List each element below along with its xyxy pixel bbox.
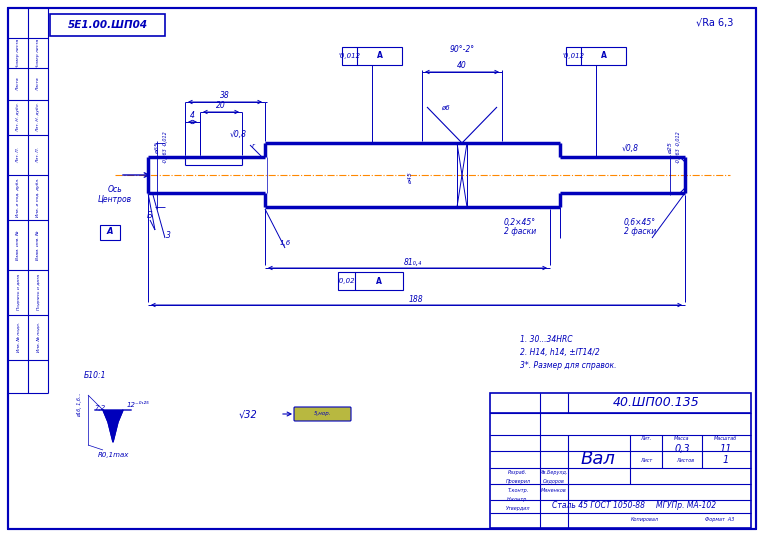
Text: -0,012: -0,012 <box>675 130 680 146</box>
Text: 20: 20 <box>216 101 226 111</box>
Text: A: A <box>600 52 607 61</box>
Text: 5,нор.: 5,нор. <box>314 411 331 417</box>
Text: Вал: Вал <box>581 450 616 468</box>
Text: Листа: Листа <box>16 77 20 91</box>
Bar <box>342 47 402 65</box>
Bar <box>338 272 403 290</box>
Text: Лист: Лист <box>640 458 652 462</box>
Text: Лит. Н. дубл.: Лит. Н. дубл. <box>16 103 20 133</box>
Text: A: A <box>376 277 382 286</box>
Text: МГУПр. МА-102: МГУПр. МА-102 <box>656 502 716 511</box>
Text: 38: 38 <box>220 91 230 100</box>
Text: Н.контр.: Н.контр. <box>507 497 529 502</box>
Text: r: r <box>251 143 255 149</box>
Bar <box>490 393 751 528</box>
Text: Ось: Ось <box>107 185 123 194</box>
Text: -0,063: -0,063 <box>675 147 680 163</box>
Text: Подпись и дата: Подпись и дата <box>16 274 20 310</box>
Text: Б10:1: Б10:1 <box>84 371 106 380</box>
Text: Лит. Н. дубл.: Лит. Н. дубл. <box>36 103 40 133</box>
Text: √32: √32 <box>239 410 258 420</box>
Text: 2 фаски: 2 фаски <box>624 228 656 236</box>
Text: Сталь 45 ГОСТ 1050-88: Сталь 45 ГОСТ 1050-88 <box>552 502 645 511</box>
Text: 2. H14, h14, ±IT14/2: 2. H14, h14, ±IT14/2 <box>520 349 600 358</box>
Text: ø25: ø25 <box>668 142 673 154</box>
Text: 2 фаски: 2 фаски <box>504 228 536 236</box>
Text: √0,8: √0,8 <box>622 144 639 154</box>
Text: 0,6×45°: 0,6×45° <box>624 217 656 227</box>
Text: -0,063: -0,063 <box>162 147 168 163</box>
Text: 4: 4 <box>190 112 194 120</box>
Text: Лит.: Лит. <box>640 436 652 440</box>
Text: 40.ШП00.135: 40.ШП00.135 <box>613 396 700 410</box>
Text: 0,2×45°: 0,2×45° <box>504 217 536 227</box>
Text: Листа: Листа <box>36 77 40 91</box>
Bar <box>566 47 626 65</box>
Text: 1: 1 <box>723 455 729 465</box>
Text: Утвердил: Утвердил <box>506 506 530 511</box>
Text: ø6: ø6 <box>440 105 450 111</box>
Text: Б: Б <box>147 211 153 220</box>
Text: 3*. Размер для справок.: 3*. Размер для справок. <box>520 361 616 371</box>
Text: Листов: Листов <box>676 458 694 462</box>
Text: Инв. и под. дубл.: Инв. и под. дубл. <box>36 178 40 217</box>
Bar <box>50 14 165 36</box>
Text: 0,3: 0,3 <box>674 444 690 454</box>
Text: Взам. инв. №: Взам. инв. № <box>36 230 40 260</box>
Text: Лит. П.: Лит. П. <box>16 147 20 163</box>
Text: Подпись и дата: Подпись и дата <box>36 274 40 310</box>
Text: Центров: Центров <box>98 195 132 205</box>
Text: Разраб.: Разраб. <box>508 470 527 475</box>
Text: Сидоров: Сидоров <box>543 479 565 484</box>
Text: Масштаб: Масштаб <box>715 436 738 440</box>
Text: '0,012: '0,012 <box>338 53 360 59</box>
Text: Инв. и под. дубл.: Инв. и под. дубл. <box>16 178 20 217</box>
Text: ø16, 1,6...: ø16, 1,6... <box>78 393 82 417</box>
Text: 81₀,₄: 81₀,₄ <box>404 258 422 266</box>
Text: Лит. П.: Лит. П. <box>36 147 40 163</box>
Text: 90°-2°: 90°-2° <box>450 46 475 54</box>
Text: 3: 3 <box>165 230 171 240</box>
Text: '0,02: '0,02 <box>338 278 355 284</box>
Text: Номер листа: Номер листа <box>36 39 40 68</box>
Text: Инв. № подл.: Инв. № подл. <box>16 323 20 352</box>
Text: √0,8: √0,8 <box>229 130 246 140</box>
Text: 5Е1.00.ШП04: 5Е1.00.ШП04 <box>68 20 148 30</box>
Text: 11: 11 <box>720 444 732 454</box>
Text: A: A <box>376 52 383 61</box>
Text: √Ra 6,3: √Ra 6,3 <box>696 18 734 28</box>
Text: Инв. № подл.: Инв. № подл. <box>36 323 40 352</box>
Text: ø65: ø65 <box>155 142 159 154</box>
Text: -0,012: -0,012 <box>162 130 168 146</box>
Text: Миненков: Миненков <box>541 488 567 493</box>
Text: Проверил: Проверил <box>505 479 530 484</box>
Text: 188: 188 <box>408 294 424 303</box>
Text: 40: 40 <box>457 62 467 70</box>
Text: Формат  А3: Формат А3 <box>706 517 735 521</box>
Text: Копировал: Копировал <box>631 517 659 521</box>
Text: Т.контр.: Т.контр. <box>507 488 529 493</box>
Polygon shape <box>103 410 123 442</box>
Text: A: A <box>107 228 114 236</box>
Text: R0,1max: R0,1max <box>98 452 129 458</box>
Text: ø45: ø45 <box>408 172 412 184</box>
FancyBboxPatch shape <box>294 407 351 421</box>
Text: '0,012: '0,012 <box>562 53 584 59</box>
Text: Ив.Берулд.: Ив.Берулд. <box>539 470 568 475</box>
Text: 1,6: 1,6 <box>280 240 290 246</box>
Text: 1. 30...34HRC: 1. 30...34HRC <box>520 336 572 345</box>
Bar <box>100 225 120 240</box>
Text: Масса: Масса <box>674 436 690 440</box>
Text: 7,2: 7,2 <box>94 405 106 411</box>
Text: Взам. инв. №: Взам. инв. № <box>16 230 20 260</box>
Text: Номер листа: Номер листа <box>16 39 20 68</box>
Text: 12⁻⁰'²⁵: 12⁻⁰'²⁵ <box>126 402 149 408</box>
